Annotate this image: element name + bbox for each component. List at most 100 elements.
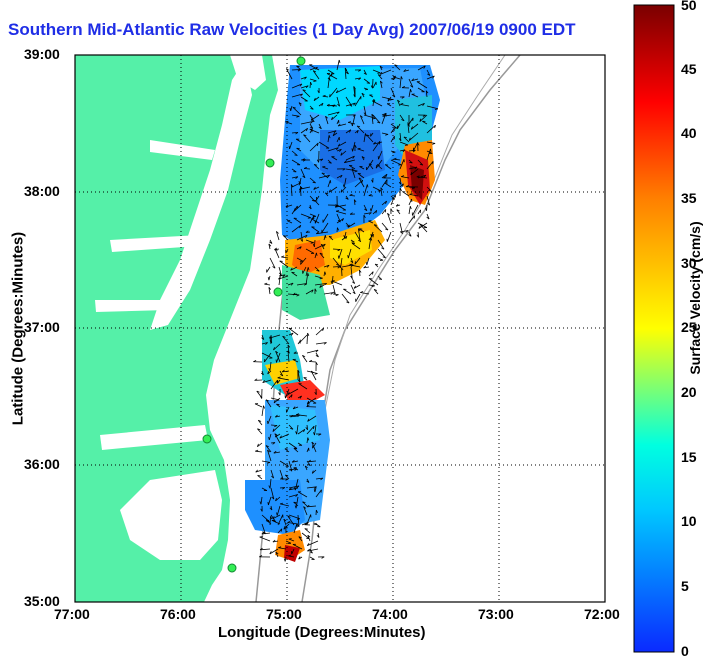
velocity-arrow (287, 220, 293, 224)
velocity-arrow (321, 172, 329, 179)
velocity-arrowhead (294, 505, 297, 509)
velocity-arrowhead (322, 94, 326, 97)
velocity-arrowhead (358, 239, 362, 243)
velocity-arrowhead (316, 159, 320, 163)
velocity-arrowhead (403, 136, 407, 139)
velocity-arrow (359, 115, 365, 125)
velocity-arrowhead (299, 246, 302, 250)
velocity-arrowhead (393, 77, 396, 80)
velocity-arrowhead (258, 419, 262, 422)
velocity-arrowhead (350, 260, 354, 264)
velocity-arrow (399, 132, 402, 141)
velocity-arrow (331, 275, 334, 284)
velocity-arrowhead (373, 289, 378, 291)
velocity-arrow (412, 204, 419, 216)
velocity-arrowhead (324, 283, 327, 286)
velocity-arrowhead (305, 85, 309, 89)
velocity-arrowhead (257, 443, 259, 447)
velocity-arrowhead (385, 134, 389, 136)
velocity-arrowhead (328, 135, 331, 139)
velocity-arrowhead (370, 233, 372, 237)
velocity-arrowhead (259, 555, 263, 558)
bay-tributary-3 (95, 300, 170, 312)
velocity-arrowhead (353, 199, 357, 203)
velocity-arrow (416, 176, 428, 179)
y-tick-label: 37:00 (24, 319, 60, 335)
velocity-arrowhead (292, 406, 296, 410)
velocity-arrow (358, 177, 365, 188)
velocity-arrow (279, 469, 284, 480)
velocity-arrow (285, 68, 293, 80)
velocity-arrowhead (410, 126, 413, 130)
velocity-arrow (296, 424, 299, 435)
velocity-arrow (309, 128, 320, 134)
velocity-arrowhead (266, 462, 271, 464)
velocity-arrow (373, 141, 383, 145)
velocity-arrowhead (295, 176, 299, 180)
velocity-arrowhead (363, 112, 367, 116)
velocity-arrow (279, 370, 284, 377)
velocity-arrowhead (376, 164, 380, 166)
velocity-arrow (269, 334, 281, 339)
velocity-arrow (305, 289, 314, 295)
velocity-arrow (282, 370, 290, 373)
velocity-arrowhead (413, 215, 416, 219)
velocity-arrowhead (393, 157, 397, 160)
velocity-arrow (353, 86, 356, 98)
y-tick-label: 36:00 (24, 456, 60, 472)
velocity-arrow (260, 548, 271, 551)
velocity-arrowhead (310, 242, 314, 244)
velocity-arrow (332, 284, 336, 295)
velocity-arrow (266, 266, 271, 273)
velocity-arrowhead (366, 134, 370, 137)
velocity-arrow (408, 78, 414, 88)
velocity-arrowhead (419, 163, 423, 166)
velocity-arrowhead (331, 116, 333, 120)
velocity-arrowhead (296, 115, 300, 118)
velocity-arrow (399, 149, 406, 152)
velocity-arrow (340, 186, 347, 193)
velocity-arrow (341, 235, 348, 241)
velocity-arrow (291, 548, 295, 555)
velocity-arrow (288, 494, 298, 498)
velocity-arrow (287, 282, 294, 286)
velocity-arrowhead (281, 369, 285, 373)
velocity-arrow (325, 116, 329, 125)
velocity-arrow (343, 177, 347, 188)
velocity-arrow (366, 134, 374, 143)
velocity-arrow (426, 195, 430, 206)
velocity-arrowhead (306, 542, 310, 546)
velocity-arrow (359, 270, 361, 277)
velocity-arrowhead (297, 524, 300, 528)
velocity-arrowhead (310, 108, 314, 110)
velocity-arrowhead (327, 175, 330, 178)
velocity-arrowhead (307, 437, 310, 441)
velocity-arrow (418, 222, 428, 229)
velocity-arrow (273, 343, 281, 351)
velocity-arrowhead (330, 292, 334, 295)
velocity-arrow (331, 280, 343, 286)
velocity-arrowhead (321, 243, 325, 247)
velocity-arrowhead (368, 212, 372, 215)
velocity-arrow (300, 213, 311, 219)
velocity-arrowhead (351, 148, 353, 152)
velocity-arrow (257, 420, 263, 426)
velocity-arrow (410, 168, 419, 176)
velocity-arrow (307, 548, 319, 552)
velocity-arrow (380, 187, 383, 197)
velocity-arrowhead (285, 120, 289, 123)
velocity-arrow (288, 424, 294, 430)
velocity-arrowhead (358, 177, 362, 180)
velocity-arrowhead (306, 504, 310, 508)
velocity-arrow (354, 231, 362, 242)
velocity-arrow (326, 73, 338, 80)
velocity-arrow (261, 460, 271, 463)
velocity-arrow (376, 164, 383, 170)
velocity-arrow (328, 186, 338, 193)
velocity-arrow (285, 474, 290, 480)
velocity-arrowhead (423, 65, 426, 69)
velocity-arrowhead (416, 234, 419, 238)
velocity-arrow (336, 174, 343, 179)
velocity-arrowhead (303, 429, 306, 433)
